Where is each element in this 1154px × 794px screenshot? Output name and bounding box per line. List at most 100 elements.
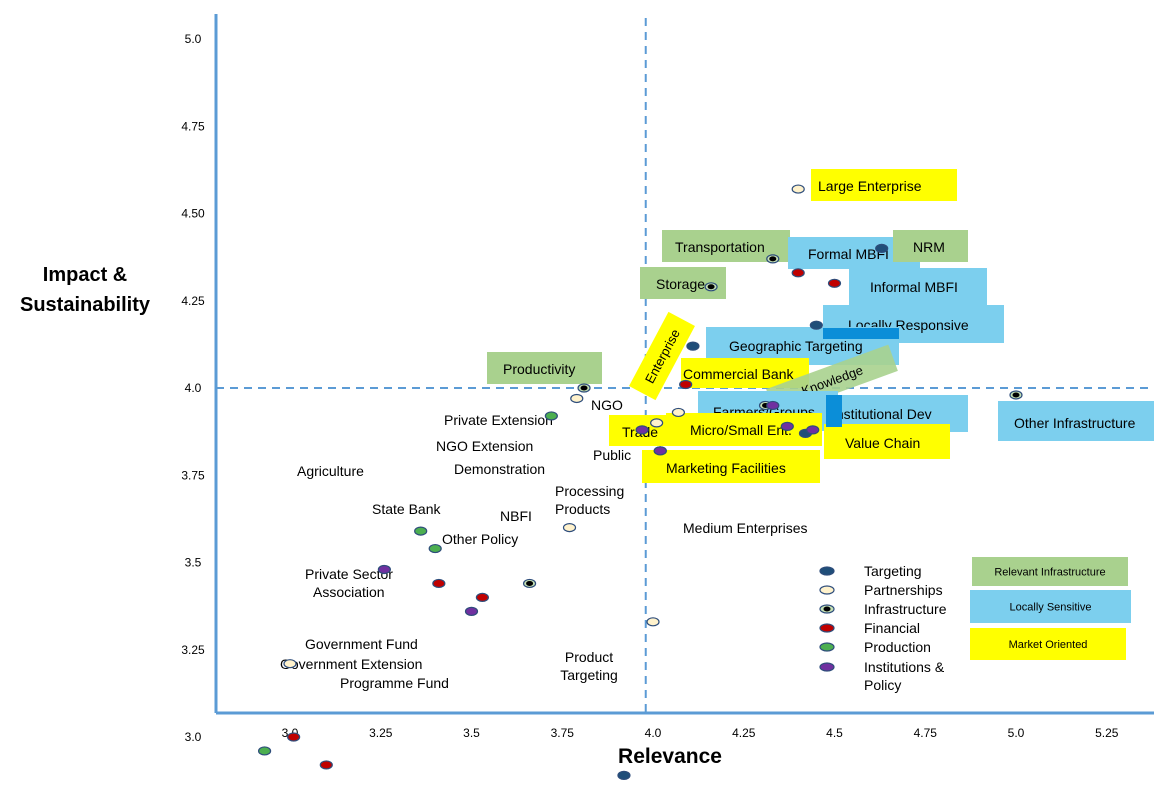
x-tick-label: 4.5 [826, 726, 843, 740]
point-label-private-sector-association: Private Sector Association [305, 566, 393, 600]
data-point-financial-programme-fund [319, 760, 333, 770]
x-tick-label: 3.25 [369, 726, 393, 740]
data-point-financial-nbfi [475, 592, 489, 603]
box-label-nrm: NRM [893, 230, 968, 262]
y-tick-label: 3.0 [185, 730, 202, 744]
point-label-agriculture: Agriculture [297, 463, 364, 479]
svg-text:Informal MBFI: Informal MBFI [870, 279, 958, 295]
data-point-financial-commercial-bank [679, 379, 693, 390]
data-point-financial-government-fund [287, 732, 301, 742]
y-tick-label: 3.5 [185, 556, 202, 570]
x-tick-label: 4.0 [645, 726, 662, 740]
point-label-government-extension: Government Extension [280, 656, 422, 672]
y-tick-label: 4.25 [181, 294, 205, 308]
data-point-partnerships-medium-enterprises [646, 617, 660, 627]
x-tick-label: 3.75 [551, 726, 575, 740]
legend-item-financial: Financial [819, 620, 920, 636]
y-axis-title: Impact & Sustainability [19, 264, 151, 316]
svg-text:Commercial Bank: Commercial Bank [683, 366, 794, 382]
y-tick-label: 4.75 [181, 119, 205, 133]
data-point-institutions-policy-marketing-facilities [653, 446, 667, 456]
key-box-market-oriented: Market Oriented [970, 628, 1126, 660]
x-tick-label: 3.5 [463, 726, 480, 740]
highlight-box-labels: Large Enterprise Transportation Formal MBF… [487, 169, 1154, 483]
box-label-informal-mbfi: Informal MBFI [849, 268, 987, 306]
data-point-targeting-geographic-targeting [686, 341, 700, 351]
y-tick-label: 4.50 [181, 207, 205, 221]
data-points [257, 184, 1023, 780]
svg-text:Partnerships: Partnerships [864, 582, 943, 598]
svg-text:Infrastructure: Infrastructure [864, 601, 947, 617]
tick-labels: 3.0 3.25 3.5 3.75 4.0 4.25 4.5 4.75 5.0 5.25 5.0 4.… [181, 32, 1118, 744]
overlap-accent [826, 395, 842, 427]
point-label-medium-enterprises: Medium Enterprises [683, 520, 808, 536]
data-point-targeting-product-targeting [617, 770, 631, 780]
data-point-infrastructure-transportation [766, 254, 780, 264]
data-point-institutions-policy-value-chain [806, 425, 820, 435]
data-point-partnerships [671, 407, 686, 418]
y-tick-label: 3.75 [181, 468, 205, 482]
svg-text:Institutions &Policy: Institutions & Policy [864, 659, 945, 693]
point-label-processing-products: Processing Products [555, 483, 624, 517]
svg-text:Targeting: Targeting [864, 563, 922, 579]
svg-text:Transportation: Transportation [675, 239, 765, 255]
point-labels: Private Extension NGO NGO Extension Demonst… [280, 397, 808, 691]
box-label-productivity: Productivity [487, 352, 602, 384]
svg-text:Value Chain: Value Chain [845, 435, 920, 451]
svg-text:Production: Production [864, 639, 931, 655]
point-label-state-bank: State Bank [372, 501, 441, 517]
data-point-institutions-policy-other-policy [464, 606, 479, 616]
x-tick-label: 5.0 [1008, 726, 1025, 740]
point-label-private-extension: Private Extension [444, 412, 553, 428]
legend-item-production: Production [819, 639, 931, 655]
point-label-other-policy: Other Policy [442, 531, 518, 547]
point-label-product-targeting: Product Targeting [560, 649, 618, 683]
data-point-partnerships-large-enterprise [791, 184, 805, 194]
svg-text:Other Infrastructure: Other Infrastructure [1014, 415, 1136, 431]
point-label-nbfi: NBFI [500, 508, 532, 524]
point-label-demonstration: Demonstration [454, 461, 545, 477]
box-label-other-infrastructure: Other Infrastructure [998, 401, 1154, 441]
svg-text:Relevant Infrastructure: Relevant Infrastructure [994, 567, 1105, 579]
data-point-financial-state-bank [432, 578, 446, 589]
key-box-relevant-infrastructure: Relevant Infrastructure [972, 557, 1128, 586]
data-point-institutions-policy-farmers-groups [766, 400, 780, 411]
data-point-infrastructure-other-infrastructure [1009, 390, 1023, 400]
box-label-marketing-facilities: Marketing Facilities [642, 450, 820, 483]
data-point-infrastructure-storage [704, 282, 718, 292]
key-box-locally-sensitive: Locally Sensitive [970, 590, 1131, 623]
svg-text:Micro/Small Ent.: Micro/Small Ent. [690, 422, 792, 438]
y-tick-label: 5.0 [185, 32, 202, 46]
axes [214, 14, 1154, 715]
box-label-value-chain: Value Chain [824, 424, 950, 459]
overlap-accent [823, 328, 899, 339]
svg-text:Storage: Storage [656, 276, 705, 292]
data-point-production-government-extension [257, 746, 272, 756]
data-point-institutions-policy-institutional-dev [780, 421, 794, 431]
svg-text:Geographic Targeting: Geographic Targeting [729, 338, 863, 354]
svg-text:Institutional Dev: Institutional Dev [832, 406, 932, 422]
data-point-partnerships-ngo [570, 393, 584, 404]
point-label-ngo: NGO [591, 397, 623, 413]
x-tick-label: 5.25 [1095, 726, 1119, 740]
box-label-large-enterprise: Large Enterprise [811, 169, 957, 201]
data-point-production-private-extension [544, 411, 558, 421]
y-tick-label: 3.25 [181, 643, 205, 657]
data-point-targeting-locally-responsive [809, 320, 823, 330]
svg-text:Large Enterprise: Large Enterprise [818, 178, 922, 194]
legend-item-infrastructure: Infrastructure [819, 601, 947, 617]
data-point-production-ngo-extension [414, 526, 428, 536]
data-point-partnerships-private-sector-association [283, 659, 297, 669]
point-label-government-fund: Government Fund [305, 636, 418, 652]
x-tick-label: 4.75 [914, 726, 938, 740]
data-point-production-demonstration [428, 543, 442, 554]
svg-text:Marketing Facilities: Marketing Facilities [666, 460, 786, 476]
point-label-programme-fund: Programme Fund [340, 675, 449, 691]
svg-text:Financial: Financial [864, 620, 920, 636]
data-point-infrastructure-productivity [577, 383, 591, 393]
legend-item-institutions-policy: Institutions & Policy [819, 659, 945, 693]
svg-text:Formal MBFI: Formal MBFI [808, 246, 889, 262]
box-label-micro-small-ent: Micro/Small Ent. [666, 413, 822, 446]
data-point-institutions-policy-agriculture [377, 564, 391, 575]
